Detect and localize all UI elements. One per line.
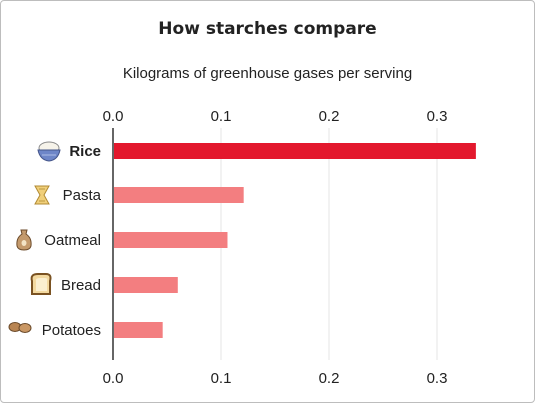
- category-label-potatoes: Potatoes: [42, 322, 101, 339]
- bar-rice: [113, 143, 476, 159]
- potatoes-icon: [8, 322, 32, 333]
- category-icons: [8, 141, 61, 333]
- oatmeal-sack-icon: [16, 229, 32, 251]
- bottom-tick-labels: 0.0 0.1 0.2 0.3: [103, 370, 448, 387]
- category-label-oatmeal: Oatmeal: [44, 232, 101, 249]
- grid-lines: [220, 128, 438, 360]
- category-label-bread: Bread: [61, 277, 101, 294]
- chart-subtitle: Kilograms of greenhouse gases per servin…: [122, 65, 413, 82]
- rice-bowl-icon: [37, 141, 61, 162]
- bar-oatmeal: [113, 232, 228, 248]
- bar-pasta: [113, 187, 244, 203]
- x-tick-label-top: 0.3: [427, 108, 448, 125]
- x-tick-label-bottom: 0.2: [319, 370, 340, 387]
- bread-icon: [30, 273, 52, 295]
- category-labels: Rice Pasta Oatmeal Bread Potatoes: [42, 143, 102, 339]
- x-tick-label-bottom: 0.0: [103, 370, 124, 387]
- x-tick-label-bottom: 0.1: [211, 370, 232, 387]
- chart-title: How starches compare: [158, 19, 377, 39]
- category-label-pasta: Pasta: [63, 187, 102, 204]
- bar-potatoes: [113, 322, 163, 338]
- top-tick-labels: 0.0 0.1 0.2 0.3: [103, 108, 448, 125]
- x-tick-label-top: 0.0: [103, 108, 124, 125]
- bar-bread: [113, 277, 178, 293]
- category-label-rice: Rice: [69, 143, 101, 160]
- pasta-icon: [34, 185, 50, 205]
- x-tick-label-top: 0.1: [211, 108, 232, 125]
- x-tick-label-bottom: 0.3: [427, 370, 448, 387]
- x-tick-label-top: 0.2: [319, 108, 340, 125]
- bars: [113, 143, 476, 338]
